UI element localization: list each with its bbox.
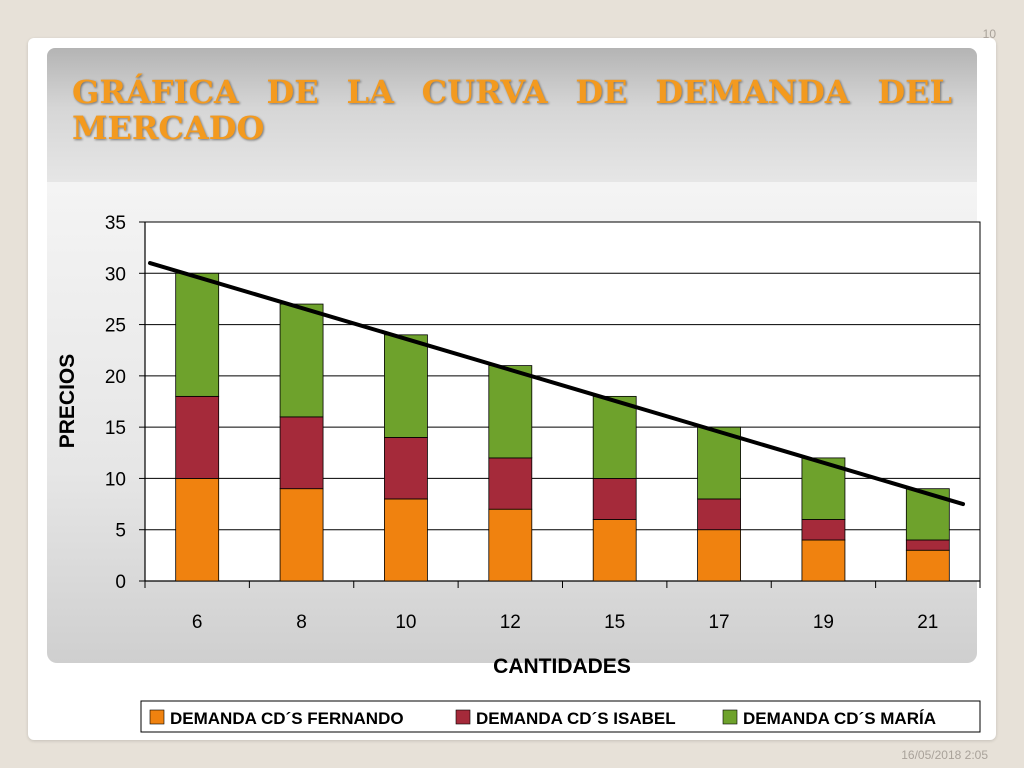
y-tick-label: 30 (105, 264, 126, 285)
x-axis-title: CANTIDADES (493, 655, 631, 678)
footer-date: 16/05/2018 2:05 (901, 748, 988, 762)
legend-label: DEMANDA CD´S MARÍA (743, 709, 936, 728)
x-tick-label: 10 (395, 612, 416, 633)
bar-segment-2-15 (592, 478, 637, 520)
bar-segment-1-10 (384, 498, 428, 582)
legend-label: DEMANDA CD´S ISABEL (476, 709, 676, 728)
bar-segment-3-17 (697, 426, 741, 500)
y-tick-label: 10 (105, 469, 126, 490)
legend-swatch (455, 709, 471, 725)
x-tick-label: 21 (917, 612, 938, 633)
bar-segment-2-12 (488, 457, 533, 510)
trend-line-group (148, 261, 965, 507)
bar-segment-3-6 (175, 272, 220, 397)
y-tick-label: 35 (105, 213, 126, 234)
bar-segment-2-19 (801, 519, 846, 541)
y-tick-label: 0 (115, 572, 126, 593)
x-tick-label: 6 (192, 612, 203, 633)
bar-segment-1-6 (175, 478, 220, 582)
plot-frame (144, 221, 981, 582)
bar-segment-2-6 (175, 395, 220, 479)
legend-swatch (149, 709, 165, 725)
bar-segment-2-21 (905, 539, 950, 551)
x-tick-labels: 6 8 10 12 15 17 19 21 (192, 612, 938, 633)
slide-number: 10 (982, 27, 996, 41)
demand-trend-line (148, 261, 965, 507)
title-band (47, 48, 977, 182)
y-axis-title: PRECIOS (56, 354, 79, 449)
bars (175, 272, 950, 582)
legend: DEMANDA CD´S FERNANDO DEMANDA CD´S ISABEL… (140, 700, 981, 733)
bar-segment-2-8 (279, 416, 324, 490)
bar-segment-1-15 (592, 519, 637, 582)
slide-title: GRÁFICA DE LA CURVA DE DEMANDA DEL MERCA… (72, 73, 952, 147)
bar-segment-1-21 (905, 549, 950, 582)
x-tick-label: 8 (296, 612, 307, 633)
bar-segment-3-10 (384, 334, 428, 438)
y-tick-label: 15 (105, 418, 126, 439)
bar-segment-1-8 (279, 488, 324, 582)
legend-swatch (722, 709, 738, 725)
y-tick-label: 25 (105, 316, 126, 337)
legend-box (140, 700, 981, 733)
plot-area (139, 221, 981, 588)
bar-segment-3-12 (488, 365, 533, 459)
bar-segment-1-17 (697, 529, 741, 582)
y-tick-label: 20 (105, 367, 126, 388)
bar-segment-2-17 (697, 498, 741, 531)
bar-segment-3-8 (279, 303, 324, 418)
x-tick-label: 15 (604, 612, 625, 633)
x-tick-label: 19 (813, 612, 834, 633)
bar-segment-1-12 (488, 508, 533, 582)
legend-label: DEMANDA CD´S FERNANDO (170, 709, 404, 728)
x-tick-label: 17 (708, 612, 729, 633)
bar-segment-3-15 (592, 395, 637, 479)
y-tick-label: 5 (115, 521, 126, 542)
y-tick-labels: 0 5 10 15 20 25 30 35 (105, 213, 126, 593)
x-tick-label: 12 (500, 612, 521, 633)
bar-segment-1-19 (801, 539, 846, 582)
bar-segment-2-10 (384, 436, 428, 500)
